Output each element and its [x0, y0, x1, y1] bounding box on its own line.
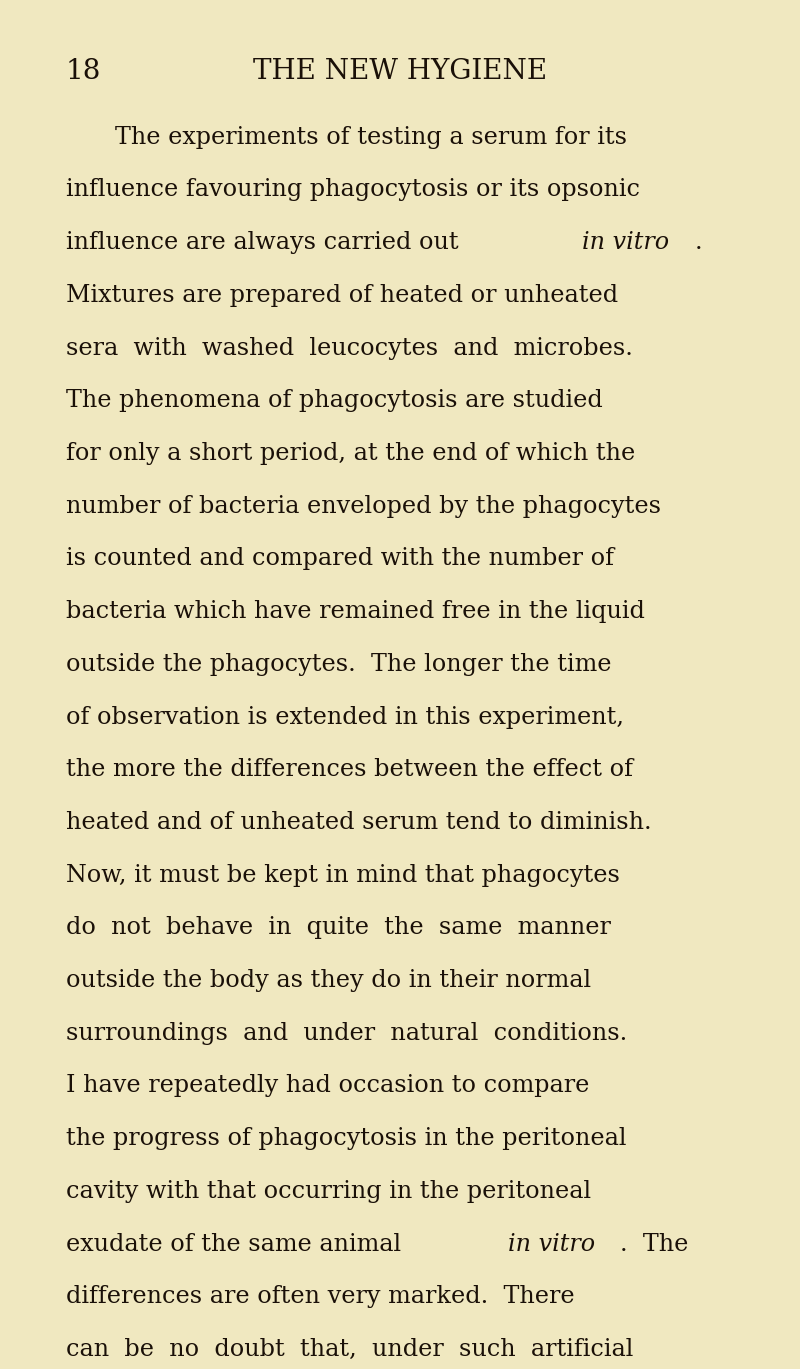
Text: .: .	[694, 231, 702, 255]
Text: is counted and compared with the number of: is counted and compared with the number …	[66, 548, 614, 571]
Text: the progress of phagocytosis in the peritoneal: the progress of phagocytosis in the peri…	[66, 1127, 626, 1150]
Text: Now, it must be kept in mind that phagocytes: Now, it must be kept in mind that phagoc…	[66, 864, 619, 887]
Text: the more the differences between the effect of: the more the differences between the eff…	[66, 758, 633, 782]
Text: 18: 18	[66, 59, 101, 85]
Text: do  not  behave  in  quite  the  same  manner: do not behave in quite the same manner	[66, 916, 610, 939]
Text: influence favouring phagocytosis or its opsonic: influence favouring phagocytosis or its …	[66, 178, 640, 201]
Text: of observation is extended in this experiment,: of observation is extended in this exper…	[66, 705, 624, 728]
Text: in vitro: in vitro	[508, 1232, 595, 1255]
Text: The experiments of testing a serum for its: The experiments of testing a serum for i…	[115, 126, 627, 149]
Text: surroundings  and  under  natural  conditions.: surroundings and under natural condition…	[66, 1021, 627, 1045]
Text: for only a short period, at the end of which the: for only a short period, at the end of w…	[66, 442, 635, 465]
Text: influence are always carried out: influence are always carried out	[66, 231, 466, 255]
Text: in vitro: in vitro	[582, 231, 669, 255]
Text: THE NEW HYGIENE: THE NEW HYGIENE	[253, 59, 547, 85]
Text: can  be  no  doubt  that,  under  such  artificial: can be no doubt that, under such artific…	[66, 1338, 633, 1361]
Text: outside the phagocytes.  The longer the time: outside the phagocytes. The longer the t…	[66, 653, 611, 676]
Text: outside the body as they do in their normal: outside the body as they do in their nor…	[66, 969, 590, 993]
Text: heated and of unheated serum tend to diminish.: heated and of unheated serum tend to dim…	[66, 810, 651, 834]
Text: bacteria which have remained free in the liquid: bacteria which have remained free in the…	[66, 600, 645, 623]
Text: differences are often very marked.  There: differences are often very marked. There	[66, 1285, 574, 1309]
Text: The phenomena of phagocytosis are studied: The phenomena of phagocytosis are studie…	[66, 389, 602, 412]
Text: Mixtures are prepared of heated or unheated: Mixtures are prepared of heated or unhea…	[66, 283, 618, 307]
Text: exudate of the same animal: exudate of the same animal	[66, 1232, 408, 1255]
Text: cavity with that occurring in the peritoneal: cavity with that occurring in the perito…	[66, 1180, 590, 1203]
Text: number of bacteria enveloped by the phagocytes: number of bacteria enveloped by the phag…	[66, 494, 661, 517]
Text: .  The: . The	[620, 1232, 689, 1255]
Text: sera  with  washed  leucocytes  and  microbes.: sera with washed leucocytes and microbes…	[66, 337, 633, 360]
Text: I have repeatedly had occasion to compare: I have repeatedly had occasion to compar…	[66, 1075, 589, 1098]
